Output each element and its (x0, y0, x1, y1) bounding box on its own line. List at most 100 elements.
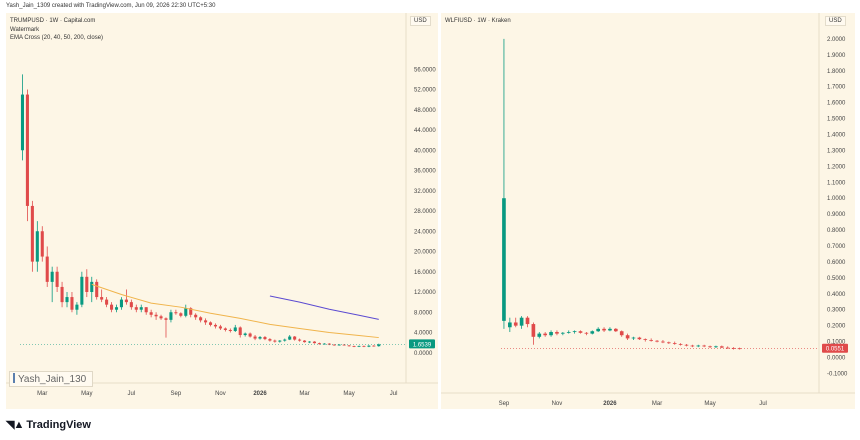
x-tick-label: May (704, 401, 715, 407)
candle-body (179, 313, 183, 316)
candle-body (283, 339, 287, 341)
y-tick-label: 0.9000 (827, 212, 846, 218)
candle-body (273, 340, 277, 342)
y-tick-label: 24.0000 (414, 229, 436, 235)
candle-body (702, 345, 706, 347)
candle-body (667, 342, 671, 344)
currency-button-left[interactable]: USD (410, 16, 431, 26)
candle-body (100, 297, 104, 300)
candle-body (672, 343, 677, 344)
candle-body (367, 345, 371, 347)
y-tick-label: 1.3000 (827, 148, 846, 154)
candle-body (149, 312, 153, 315)
candle-body (25, 94, 29, 206)
y-tick-label: 0.7000 (827, 244, 846, 250)
candle-body (352, 346, 356, 347)
y-tick-label: 1.5000 (827, 117, 846, 123)
trump-symbol-title[interactable]: TRUMPUSD · 1W · Capital.com (10, 18, 96, 24)
candle-body (293, 336, 297, 340)
tradingview-brand-text: TradingView (26, 419, 91, 431)
y-tick-label: 12.0000 (414, 290, 436, 296)
x-tick-label: May (81, 391, 92, 397)
candle-body (619, 331, 624, 336)
candle-body (105, 299, 109, 305)
ema-cross-indicator-label[interactable]: EMA Cross (20, 40, 50, 200, close) (10, 35, 104, 41)
candle-body (20, 94, 25, 151)
last-price-tag (409, 339, 435, 349)
y-tick-label: 1.8000 (827, 69, 846, 75)
chart-panel-wlfi[interactable]: 2.10002.00001.90001.80001.70001.60001.50… (441, 13, 855, 409)
candle-body (65, 297, 69, 303)
candle-body (45, 256, 49, 282)
y-tick-label: 0.3000 (827, 308, 846, 314)
candle-body (322, 343, 326, 345)
y-tick-label: 1.0000 (827, 196, 846, 202)
candle-body (159, 316, 163, 319)
wlfi-symbol-title[interactable]: WLFIUSD · 1W · Kraken (445, 18, 511, 24)
y-tick-label: 52.0000 (414, 88, 436, 94)
ema-line (91, 283, 379, 339)
candle-body (55, 271, 59, 287)
x-tick-label: Mar (652, 401, 662, 407)
tradingview-logo-icon: ◥▲ (6, 419, 24, 431)
y-tick-label: 0.5000 (827, 276, 846, 282)
y-tick-label: 0.4000 (827, 292, 846, 298)
y-tick-label: 48.0000 (414, 108, 436, 114)
candle-body (602, 328, 606, 331)
candle-body (502, 198, 506, 321)
y-tick-label: 1.6000 (827, 101, 846, 107)
candle-body (50, 271, 54, 282)
candle-body (213, 324, 218, 327)
user-watermark: Yash_Jain_130 (9, 371, 94, 387)
candle-body (342, 344, 346, 346)
candle-body (596, 328, 600, 332)
candle-body (608, 328, 612, 331)
candle-body (174, 312, 178, 314)
candle-body (690, 345, 695, 347)
candle-body (278, 340, 282, 342)
candle-body (519, 317, 524, 326)
candle-body (208, 322, 213, 325)
tradingview-brand[interactable]: ◥▲ TradingView (6, 418, 91, 431)
candle-body (357, 345, 361, 347)
currency-button-right[interactable]: USD (825, 16, 846, 26)
chart-panel-trump[interactable]: 56.0000 52.0000 48.0000 44.0000 40.0000 36.00… (6, 13, 438, 409)
candle-body (110, 304, 114, 310)
y-tick-label: 0.6000 (827, 260, 846, 266)
candle-body (578, 331, 583, 333)
y-tick-label: 1.4000 (827, 133, 846, 139)
candle-body (144, 307, 148, 313)
y-tick-label: -0.1000 (827, 371, 848, 377)
candle-body (253, 336, 257, 339)
candle-body (298, 339, 302, 341)
y-tick-label: 40.0000 (414, 148, 436, 154)
wlfi-chart-svg[interactable]: 2.10002.00001.90001.80001.70001.60001.50… (441, 13, 855, 409)
candle-body (508, 322, 512, 328)
candle-body (332, 344, 336, 346)
y-tick-label: 0.1000 (827, 340, 846, 346)
candle-body (124, 299, 128, 303)
x-tick-label: Nov (552, 401, 563, 407)
x-tick-label: Nov (215, 391, 226, 397)
candle-body (625, 335, 630, 339)
candle-body (85, 276, 89, 292)
trump-chart-svg[interactable]: 56.0000 52.0000 48.0000 44.0000 40.0000 36.00… (6, 13, 438, 409)
candle-body (661, 341, 665, 343)
candle-body (75, 304, 79, 310)
y-tick-label: 36.0000 (414, 169, 436, 175)
y-tick-label: 1.7000 (827, 85, 846, 91)
y-tick-label: 0.0000 (414, 351, 433, 357)
watermark-indicator-label[interactable]: Watermark (10, 26, 40, 33)
candle-body (637, 337, 642, 340)
candle-body (737, 348, 742, 350)
candle-body (531, 324, 536, 337)
candle-body (248, 333, 252, 337)
y-tick-label: 4.0000 (414, 331, 433, 337)
candle-body (119, 299, 123, 308)
candle-body (263, 337, 267, 340)
candle-body (347, 345, 351, 347)
candle-body (204, 320, 208, 323)
candle-body (317, 343, 321, 345)
candle-body (513, 322, 518, 326)
candle-body (134, 307, 138, 310)
